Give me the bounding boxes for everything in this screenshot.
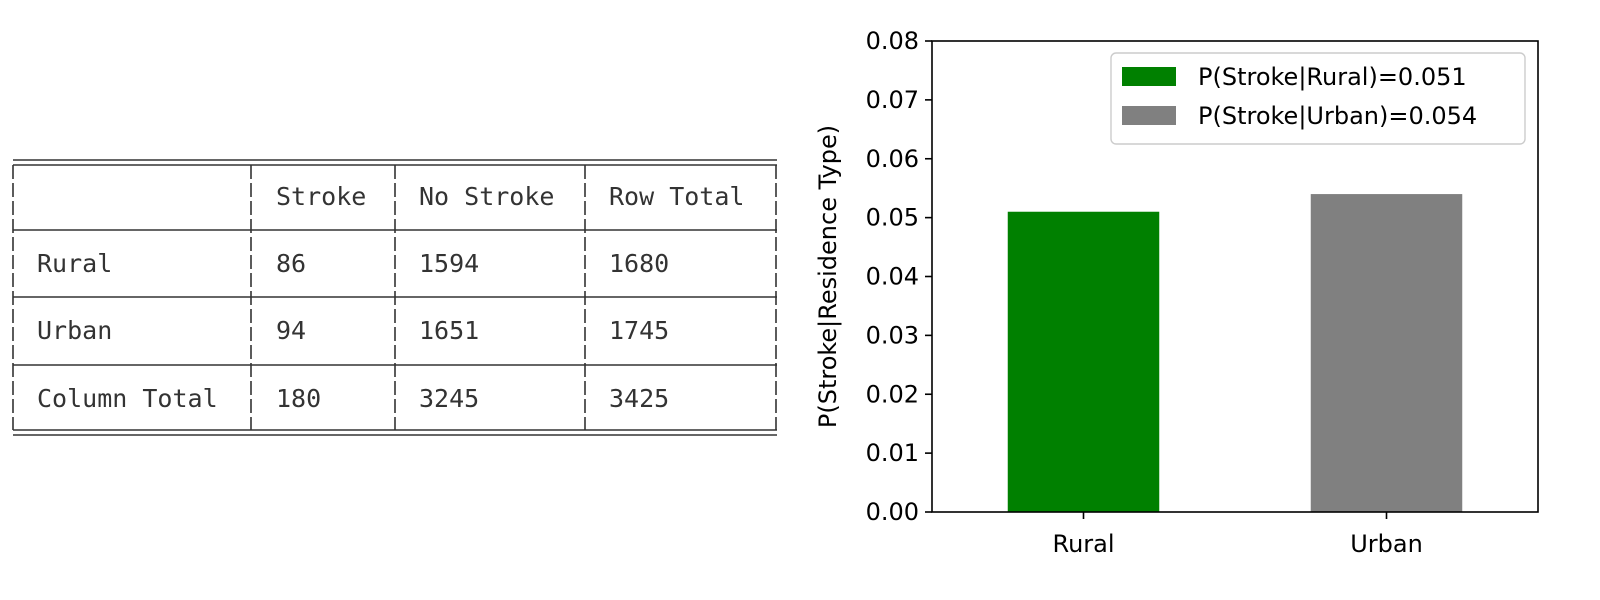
table-cell-urban-stroke: 94 xyxy=(276,316,306,345)
y-tick-label: 0.08 xyxy=(866,27,919,55)
table-cell-rural-label: Rural xyxy=(37,249,112,278)
x-tick-label-urban: Urban xyxy=(1350,530,1423,558)
y-tick-label: 0.01 xyxy=(866,439,919,467)
legend-label-1: P(Stroke|Rural)=0.051 xyxy=(1198,63,1467,91)
table-cell-urban-label: Urban xyxy=(37,316,112,345)
plot-frame xyxy=(931,40,1539,513)
legend-label-2: P(Stroke|Urban)=0.054 xyxy=(1198,102,1477,130)
table-cell-rural-total: 1680 xyxy=(609,249,669,278)
y-tick-label: 0.06 xyxy=(866,145,919,173)
table-cell-total-no-stroke: 3245 xyxy=(419,384,479,413)
table-cell-rural-no-stroke: 1594 xyxy=(419,249,479,278)
legend-box xyxy=(1110,52,1526,145)
table-header-row-total: Row Total xyxy=(609,182,744,211)
table-header-stroke: Stroke xyxy=(276,182,366,211)
x-tick-label-rural: Rural xyxy=(1052,530,1114,558)
y-tick-label: 0.07 xyxy=(866,86,919,114)
contingency-table: Stroke No Stroke Row Total Rural 86 1594… xyxy=(12,159,777,436)
y-tick-label: 0.03 xyxy=(866,321,919,349)
table-cell-total-label: Column Total xyxy=(37,384,218,413)
legend-swatch-2 xyxy=(1122,106,1176,125)
table-cell-total-stroke: 180 xyxy=(276,384,321,413)
table-cell-urban-no-stroke: 1651 xyxy=(419,316,479,345)
y-tick-label: 0.02 xyxy=(866,380,919,408)
legend-swatch-1 xyxy=(1122,67,1176,86)
y-tick-label: 0.00 xyxy=(866,498,919,526)
y-axis-label: P(Stroke|Residence Type) xyxy=(814,125,842,428)
bar-rural xyxy=(1007,211,1160,513)
table-cell-total-total: 3425 xyxy=(609,384,669,413)
y-tick-label: 0.04 xyxy=(866,263,919,291)
table-column-lines xyxy=(12,165,777,430)
table-cell-rural-stroke: 86 xyxy=(276,249,306,278)
table-cell-urban-total: 1745 xyxy=(609,316,669,345)
table-header-no-stroke: No Stroke xyxy=(419,182,554,211)
y-tick-label: 0.05 xyxy=(866,204,919,232)
bar-urban xyxy=(1310,194,1463,512)
